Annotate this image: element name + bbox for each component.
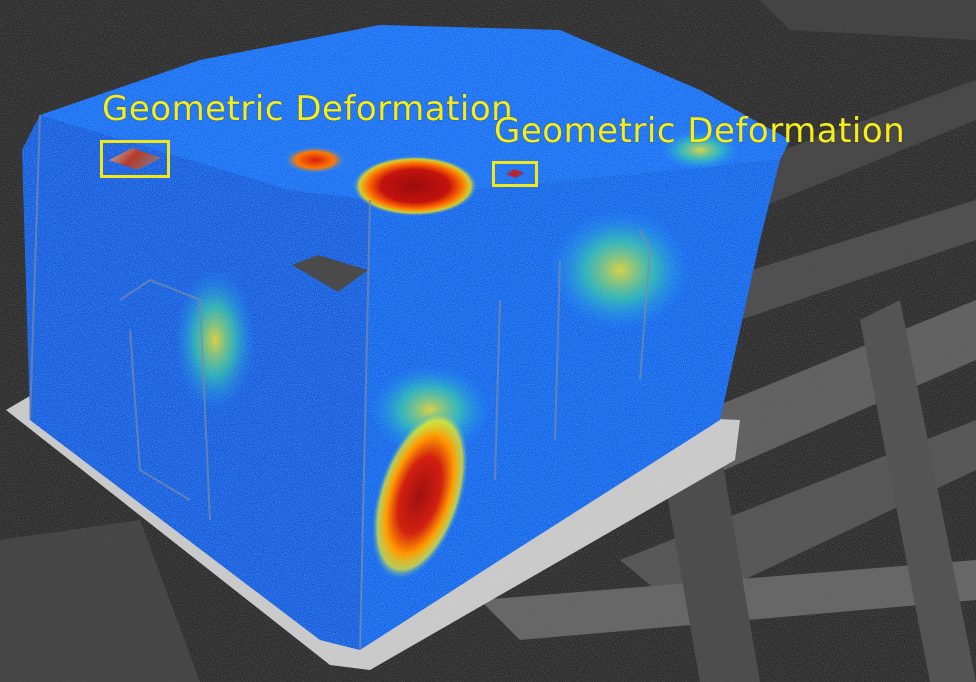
- detection-label-left: Geometric Deformation: [102, 89, 514, 129]
- panel-edges: [29, 114, 652, 651]
- top-opening: [292, 255, 368, 292]
- detection-label-right: Geometric Deformation: [494, 111, 906, 151]
- deformation-hotspot-side: [371, 410, 469, 580]
- deformation-patch-icon: [505, 169, 525, 178]
- deformation-hotspot-top-small: [283, 146, 347, 174]
- deformation-patch-icon: [109, 148, 161, 170]
- deformation-hotspot-top: [353, 156, 477, 216]
- detection-box-right: [492, 161, 538, 187]
- detection-box-left: [100, 140, 170, 178]
